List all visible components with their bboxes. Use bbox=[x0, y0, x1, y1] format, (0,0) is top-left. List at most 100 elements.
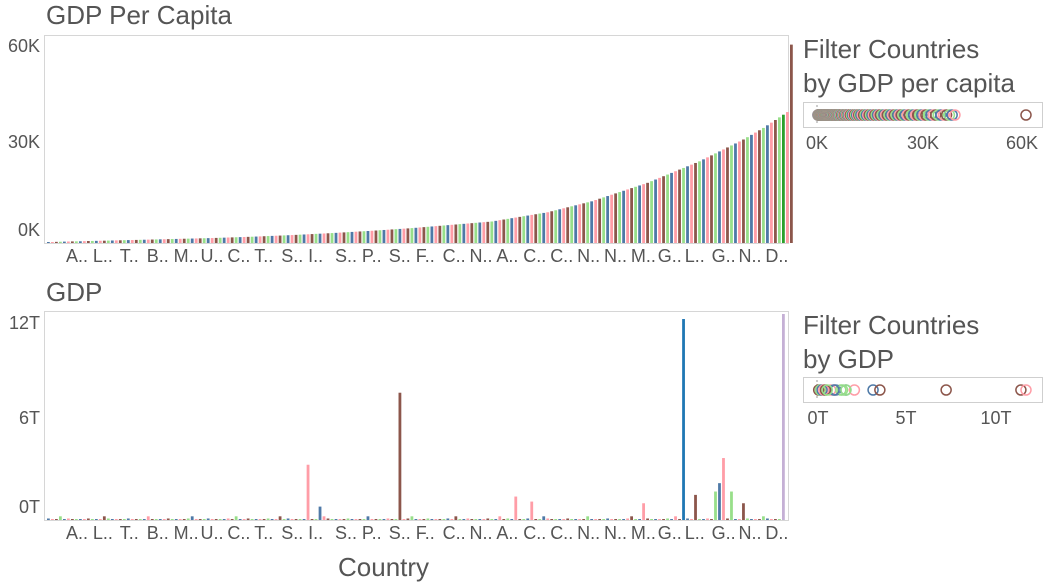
gdp-per-capita-bar[interactable] bbox=[334, 232, 338, 243]
gdp-bar[interactable] bbox=[630, 516, 634, 520]
gdp-per-capita-bar[interactable] bbox=[450, 224, 454, 243]
gdp-bar[interactable] bbox=[730, 491, 733, 520]
gdp-per-capita-bar[interactable] bbox=[302, 234, 306, 243]
gdp-per-capita-bar[interactable] bbox=[318, 233, 322, 243]
gdp-bar[interactable] bbox=[530, 501, 534, 520]
filter-gdp-mark[interactable] bbox=[867, 384, 879, 396]
gdp-bar[interactable] bbox=[438, 519, 442, 520]
gdp-per-capita-bar[interactable] bbox=[246, 236, 250, 243]
gdp-per-capita-bar[interactable] bbox=[526, 215, 530, 243]
gdp-per-capita-bar[interactable] bbox=[686, 166, 689, 243]
gdp-per-capita-bar[interactable] bbox=[634, 186, 637, 243]
gdp-bar[interactable] bbox=[722, 458, 725, 520]
gdp-per-capita-bar[interactable] bbox=[98, 240, 102, 243]
gdp-per-capita-bar[interactable] bbox=[558, 209, 562, 243]
gdp-bar[interactable] bbox=[494, 519, 498, 520]
gdp-bar[interactable] bbox=[686, 518, 689, 520]
gdp-bar[interactable] bbox=[202, 519, 206, 520]
gdp-bar[interactable] bbox=[450, 519, 454, 520]
gdp-bar[interactable] bbox=[738, 519, 741, 520]
gdp-per-capita-bar[interactable] bbox=[514, 217, 518, 243]
gdp-bar[interactable] bbox=[382, 519, 386, 520]
gdp-per-capita-bar[interactable] bbox=[730, 145, 733, 243]
gdp-bar[interactable] bbox=[322, 516, 326, 520]
gdp-per-capita-bar[interactable] bbox=[486, 221, 490, 243]
gdp-bar[interactable] bbox=[478, 519, 482, 520]
gdp-bar[interactable] bbox=[746, 518, 749, 520]
gdp-bar[interactable] bbox=[274, 519, 278, 520]
gdp-per-capita-bar[interactable] bbox=[590, 201, 594, 243]
gdp-bar[interactable] bbox=[498, 516, 502, 520]
gdp-per-capita-bar[interactable] bbox=[146, 239, 150, 243]
gdp-bar[interactable] bbox=[334, 519, 338, 520]
gdp-bar[interactable] bbox=[166, 518, 170, 520]
gdp-bar[interactable] bbox=[314, 519, 318, 520]
gdp-bar[interactable] bbox=[698, 519, 701, 520]
gdp-bar[interactable] bbox=[330, 519, 334, 520]
gdp-per-capita-bar[interactable] bbox=[534, 214, 538, 243]
gdp-per-capita-bar[interactable] bbox=[350, 231, 354, 243]
gdp-bar[interactable] bbox=[702, 519, 705, 520]
gdp-per-capita-bar[interactable] bbox=[770, 122, 773, 243]
filter-gdp-per-capita-mark[interactable] bbox=[1020, 109, 1032, 121]
gdp-per-capita-bar[interactable] bbox=[710, 155, 713, 243]
gdp-per-capita-bar[interactable] bbox=[630, 188, 634, 243]
gdp-bar[interactable] bbox=[490, 519, 494, 520]
gdp-per-capita-bar[interactable] bbox=[54, 241, 58, 243]
gdp-per-capita-bar[interactable] bbox=[482, 222, 486, 243]
gdp-per-capita-bar[interactable] bbox=[582, 203, 586, 243]
gdp-per-capita-bar[interactable] bbox=[466, 223, 470, 243]
gdp-per-capita-bar[interactable] bbox=[394, 229, 398, 243]
gdp-per-capita-bar[interactable] bbox=[306, 234, 310, 243]
gdp-per-capita-bar[interactable] bbox=[50, 242, 54, 243]
gdp-bar[interactable] bbox=[566, 518, 570, 520]
gdp-per-capita-bar[interactable] bbox=[458, 224, 462, 243]
gdp-per-capita-bar[interactable] bbox=[702, 159, 705, 243]
gdp-bar[interactable] bbox=[234, 516, 238, 520]
gdp-bar[interactable] bbox=[98, 519, 102, 520]
gdp-bar[interactable] bbox=[250, 519, 254, 520]
gdp-bar[interactable] bbox=[390, 519, 394, 520]
gdp-per-capita-bar[interactable] bbox=[66, 241, 70, 243]
gdp-bar[interactable] bbox=[546, 518, 550, 520]
gdp-per-capita-bar[interactable] bbox=[722, 149, 725, 243]
gdp-bar[interactable] bbox=[94, 519, 98, 520]
gdp-per-capita-bar[interactable] bbox=[494, 220, 498, 243]
gdp-bar[interactable] bbox=[522, 519, 526, 520]
gdp-bar[interactable] bbox=[782, 314, 785, 520]
gdp-per-capita-bar[interactable] bbox=[746, 137, 749, 243]
gdp-bar[interactable] bbox=[310, 519, 314, 520]
gdp-per-capita-bar[interactable] bbox=[678, 169, 681, 243]
gdp-per-capita-bar[interactable] bbox=[86, 241, 90, 243]
gdp-bar[interactable] bbox=[210, 519, 214, 520]
gdp-bar[interactable] bbox=[646, 518, 649, 520]
gdp-per-capita-bar[interactable] bbox=[626, 189, 630, 243]
gdp-per-capita-bar[interactable] bbox=[346, 232, 350, 243]
gdp-bar[interactable] bbox=[406, 518, 410, 520]
gdp-bar[interactable] bbox=[254, 519, 258, 520]
gdp-per-capita-bar[interactable] bbox=[342, 232, 346, 243]
gdp-bar[interactable] bbox=[558, 519, 562, 520]
gdp-per-capita-bar[interactable] bbox=[370, 230, 374, 243]
gdp-bar[interactable] bbox=[514, 496, 518, 520]
gdp-per-capita-bar[interactable] bbox=[130, 240, 134, 243]
gdp-per-capita-bar[interactable] bbox=[434, 226, 438, 243]
gdp-per-capita-bar[interactable] bbox=[789, 44, 793, 244]
gdp-per-capita-bar[interactable] bbox=[550, 211, 554, 243]
gdp-bar[interactable] bbox=[414, 519, 418, 520]
gdp-bar[interactable] bbox=[326, 518, 330, 520]
gdp-per-capita-bar[interactable] bbox=[326, 233, 330, 243]
gdp-bar[interactable] bbox=[650, 519, 653, 520]
gdp-per-capita-bar[interactable] bbox=[142, 239, 146, 243]
gdp-bar[interactable] bbox=[354, 519, 358, 520]
gdp-per-capita-bar[interactable] bbox=[454, 224, 458, 243]
gdp-bar[interactable] bbox=[570, 519, 574, 520]
gdp-bar[interactable] bbox=[294, 519, 298, 520]
gdp-bar[interactable] bbox=[258, 519, 262, 520]
gdp-per-capita-bar[interactable] bbox=[530, 214, 534, 243]
gdp-bar[interactable] bbox=[78, 519, 82, 520]
gdp-bar[interactable] bbox=[554, 519, 558, 520]
gdp-per-capita-bar[interactable] bbox=[714, 153, 717, 243]
gdp-bar[interactable] bbox=[510, 519, 514, 520]
gdp-bar[interactable] bbox=[170, 519, 174, 520]
